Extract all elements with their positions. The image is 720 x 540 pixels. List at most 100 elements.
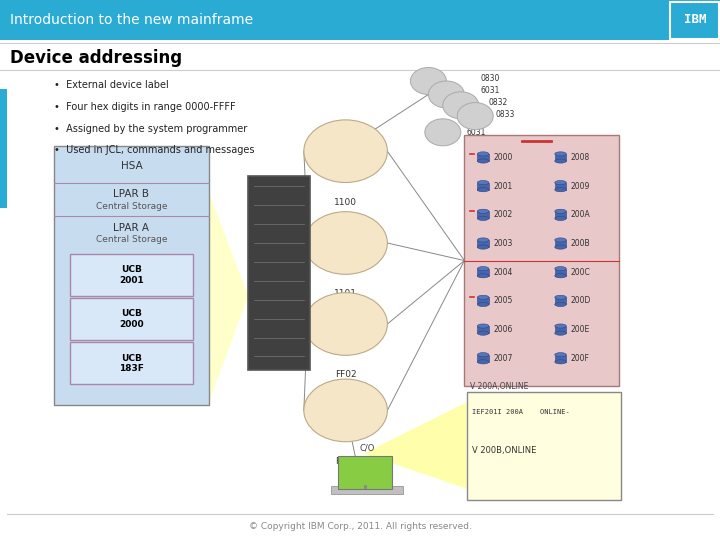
FancyBboxPatch shape bbox=[331, 486, 403, 494]
Circle shape bbox=[443, 92, 479, 119]
Ellipse shape bbox=[555, 217, 567, 220]
FancyBboxPatch shape bbox=[555, 211, 567, 218]
Text: C/O: C/O bbox=[359, 443, 375, 453]
Ellipse shape bbox=[555, 360, 567, 364]
FancyBboxPatch shape bbox=[0, 89, 7, 208]
Text: 200F: 200F bbox=[571, 354, 590, 363]
FancyBboxPatch shape bbox=[248, 176, 310, 370]
Ellipse shape bbox=[477, 217, 489, 220]
Text: 2009: 2009 bbox=[571, 181, 590, 191]
Text: 2007: 2007 bbox=[493, 354, 513, 363]
Polygon shape bbox=[364, 402, 467, 489]
FancyBboxPatch shape bbox=[555, 154, 567, 161]
Text: UCB
183F: UCB 183F bbox=[119, 354, 144, 373]
FancyBboxPatch shape bbox=[338, 456, 392, 489]
Polygon shape bbox=[209, 192, 248, 402]
Circle shape bbox=[428, 81, 464, 108]
Text: 2003: 2003 bbox=[493, 239, 513, 248]
FancyBboxPatch shape bbox=[555, 183, 567, 190]
Ellipse shape bbox=[477, 159, 489, 163]
Text: 0833: 0833 bbox=[495, 110, 515, 119]
Circle shape bbox=[304, 293, 387, 355]
Text: 200E: 200E bbox=[571, 325, 590, 334]
Text: 0832: 0832 bbox=[488, 98, 508, 107]
Text: •  Used in JCL, commands and messages: • Used in JCL, commands and messages bbox=[54, 145, 254, 155]
Ellipse shape bbox=[477, 267, 489, 271]
Ellipse shape bbox=[477, 180, 489, 185]
Text: FF02: FF02 bbox=[335, 370, 356, 380]
FancyBboxPatch shape bbox=[70, 254, 193, 296]
Text: 1100: 1100 bbox=[334, 198, 357, 207]
Ellipse shape bbox=[477, 152, 489, 156]
FancyBboxPatch shape bbox=[555, 269, 567, 276]
FancyBboxPatch shape bbox=[70, 298, 193, 340]
Ellipse shape bbox=[555, 180, 567, 185]
Text: •  External device label: • External device label bbox=[54, 80, 168, 90]
Text: 2008: 2008 bbox=[571, 153, 590, 162]
FancyBboxPatch shape bbox=[555, 240, 567, 247]
Text: 2006: 2006 bbox=[493, 325, 513, 334]
Circle shape bbox=[457, 103, 493, 130]
Ellipse shape bbox=[555, 353, 567, 357]
Text: 6031: 6031 bbox=[480, 86, 500, 95]
Text: 2001: 2001 bbox=[493, 181, 513, 191]
Ellipse shape bbox=[477, 331, 489, 335]
Text: 2000: 2000 bbox=[493, 153, 513, 162]
Text: LPAR A: LPAR A bbox=[114, 223, 150, 233]
Ellipse shape bbox=[555, 324, 567, 328]
Ellipse shape bbox=[477, 274, 489, 278]
Text: HSA: HSA bbox=[120, 161, 143, 171]
Text: 200D: 200D bbox=[571, 296, 591, 306]
FancyBboxPatch shape bbox=[477, 298, 489, 305]
FancyBboxPatch shape bbox=[477, 326, 489, 333]
Text: •  Four hex digits in range 0000-FFFF: • Four hex digits in range 0000-FFFF bbox=[54, 102, 235, 112]
FancyBboxPatch shape bbox=[54, 146, 209, 405]
Text: Introduction to the new mainframe: Introduction to the new mainframe bbox=[10, 13, 253, 27]
Text: 0830: 0830 bbox=[480, 74, 500, 83]
Circle shape bbox=[304, 120, 387, 183]
Text: 2004: 2004 bbox=[493, 268, 513, 276]
FancyBboxPatch shape bbox=[464, 135, 619, 386]
FancyBboxPatch shape bbox=[555, 298, 567, 305]
Ellipse shape bbox=[555, 209, 567, 213]
Ellipse shape bbox=[477, 302, 489, 307]
FancyBboxPatch shape bbox=[70, 342, 193, 384]
Text: 1101: 1101 bbox=[334, 289, 357, 299]
FancyBboxPatch shape bbox=[477, 183, 489, 190]
Ellipse shape bbox=[477, 295, 489, 299]
Text: LPAR B: LPAR B bbox=[114, 190, 150, 199]
Text: UCB
2001: UCB 2001 bbox=[119, 265, 144, 285]
Text: 2005: 2005 bbox=[493, 296, 513, 306]
Text: •  Assigned by the system programmer: • Assigned by the system programmer bbox=[54, 124, 247, 133]
Ellipse shape bbox=[477, 353, 489, 357]
FancyBboxPatch shape bbox=[477, 154, 489, 161]
FancyBboxPatch shape bbox=[0, 0, 720, 40]
Ellipse shape bbox=[555, 187, 567, 192]
Ellipse shape bbox=[477, 245, 489, 249]
Ellipse shape bbox=[555, 267, 567, 271]
Circle shape bbox=[425, 119, 461, 146]
Text: IBM: IBM bbox=[683, 14, 706, 26]
Text: Central Storage: Central Storage bbox=[96, 202, 167, 211]
Text: IEF201I 200A    ONLINE-: IEF201I 200A ONLINE- bbox=[472, 409, 570, 415]
Circle shape bbox=[410, 68, 446, 94]
Text: Device addressing: Device addressing bbox=[10, 49, 182, 67]
Text: © Copyright IBM Corp., 2011. All rights reserved.: © Copyright IBM Corp., 2011. All rights … bbox=[248, 522, 472, 531]
Ellipse shape bbox=[555, 152, 567, 156]
FancyBboxPatch shape bbox=[477, 269, 489, 276]
Circle shape bbox=[304, 379, 387, 442]
FancyBboxPatch shape bbox=[467, 392, 621, 500]
Text: 200B: 200B bbox=[571, 239, 590, 248]
Text: V 200B,ONLINE: V 200B,ONLINE bbox=[472, 447, 536, 455]
FancyBboxPatch shape bbox=[477, 240, 489, 247]
Text: UCB
2000: UCB 2000 bbox=[119, 309, 144, 329]
Ellipse shape bbox=[555, 159, 567, 163]
FancyBboxPatch shape bbox=[670, 2, 719, 39]
Ellipse shape bbox=[477, 360, 489, 364]
Ellipse shape bbox=[555, 302, 567, 307]
Ellipse shape bbox=[555, 295, 567, 299]
Text: 200A: 200A bbox=[571, 211, 590, 219]
Ellipse shape bbox=[477, 209, 489, 213]
Text: FF03: FF03 bbox=[335, 457, 356, 466]
Ellipse shape bbox=[555, 331, 567, 335]
